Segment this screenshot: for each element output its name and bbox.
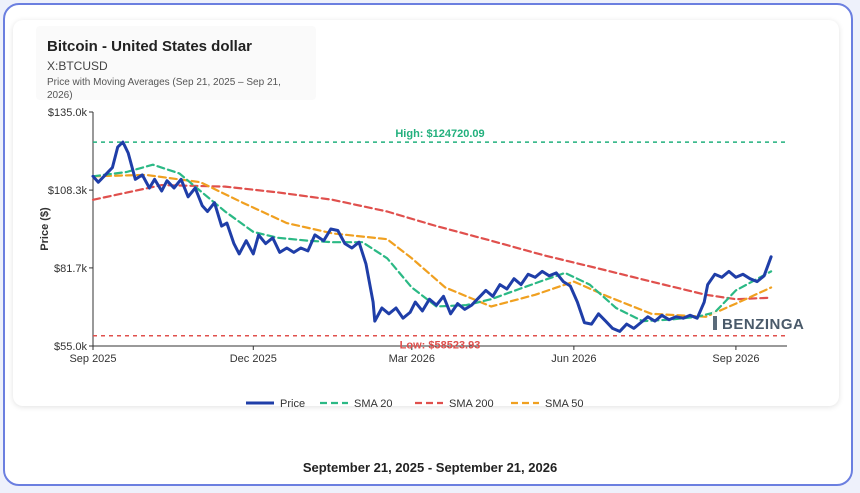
x-tick-label: Mar 2026 xyxy=(389,353,435,365)
legend-label: SMA 50 xyxy=(545,398,584,410)
watermark-backdrop xyxy=(712,312,812,334)
benzinga-watermark: BENZINGA xyxy=(712,312,812,334)
legend-label: Price xyxy=(280,398,305,410)
x-tick-label: Dec 2025 xyxy=(230,353,277,365)
axes: $55.0k $81.7k $108.3k $135.0k Price ($) Sep 2… xyxy=(39,107,787,365)
x-tick-label: Sep 2026 xyxy=(712,353,759,365)
date-range-label: September 21, 2025 - September 21, 2026 xyxy=(302,460,558,475)
annotations: High: $124720.09 Low: $58523.93 xyxy=(93,128,787,352)
title-box xyxy=(36,26,316,100)
low-label: Low: $58523.93 xyxy=(400,340,481,352)
series-price xyxy=(91,140,773,333)
ticker-label: X:BTCUSD xyxy=(47,59,108,73)
y-axis-title: Price ($) xyxy=(39,207,51,251)
chart-description: Price with Moving Averages (Sep 21, 2025… xyxy=(47,77,281,101)
y-tick-label: $108.3k xyxy=(48,185,88,197)
y-tick-label: $81.7k xyxy=(54,263,88,275)
x-tick-label: Jun 2026 xyxy=(551,353,596,365)
legend[interactable]: Price SMA 20 SMA 200 SMA 50 xyxy=(246,398,584,410)
series-sma-200 xyxy=(91,184,773,301)
y-tick-label: $135.0k xyxy=(48,107,88,119)
legend-label: SMA 200 xyxy=(449,398,494,410)
x-tick-label: Sep 2025 xyxy=(69,353,116,365)
watermark-text: BENZINGA xyxy=(722,316,804,333)
series-lines xyxy=(91,140,773,333)
high-label: High: $124720.09 xyxy=(395,128,484,140)
y-tick-label: $55.0k xyxy=(54,341,88,353)
watermark-mark xyxy=(713,316,717,330)
series-sma-50 xyxy=(91,173,773,318)
legend-label: SMA 20 xyxy=(354,398,393,410)
chart-title: Bitcoin - United States dollar xyxy=(47,38,253,55)
